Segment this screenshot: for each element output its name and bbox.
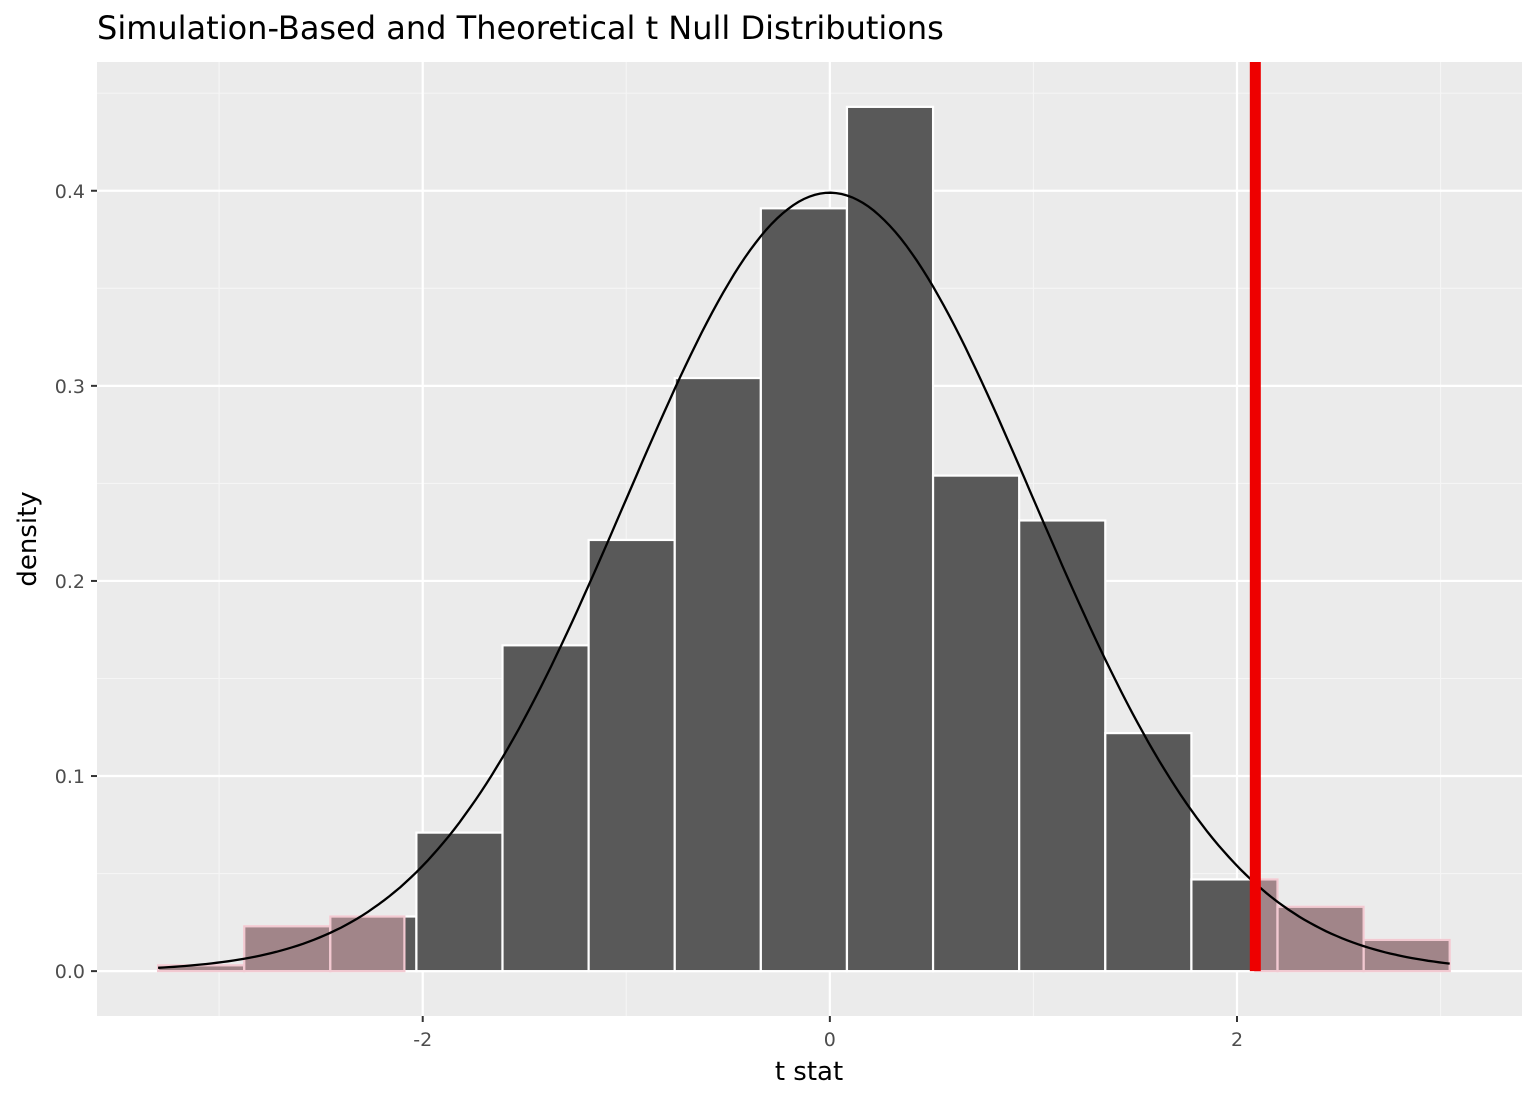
histogram-bar [931, 474, 1021, 973]
theoretical-t-curve [158, 191, 1450, 969]
shaded-bar [329, 915, 406, 973]
y-axis: 0.0 0.1 0.2 0.3 0.4 [55, 181, 97, 983]
histogram-bar [415, 831, 504, 973]
x-axis-title: t stat [775, 1057, 843, 1087]
x-tick-label: 0 [824, 1029, 836, 1051]
histogram-bar [759, 207, 849, 973]
x-axis: -2 0 2 [413, 1016, 1243, 1051]
histogram-bar [673, 376, 762, 973]
shaded-bar [1276, 905, 1365, 973]
shaded-bar [1362, 938, 1451, 973]
histogram-bar [1104, 732, 1193, 973]
histogram-bar [501, 644, 590, 973]
chart-title: Simulation-Based and Theoretical t Null … [97, 9, 944, 47]
y-tick-label: 0.4 [55, 181, 85, 203]
y-axis-title: density [13, 491, 43, 586]
y-tick-label: 0.2 [55, 571, 85, 593]
y-tick-label: 0.0 [55, 961, 85, 983]
x-tick-label: 2 [1231, 1029, 1243, 1051]
x-tick-label: -2 [413, 1029, 432, 1051]
histogram-bar [845, 105, 935, 973]
histogram-bar [1018, 519, 1107, 973]
y-tick-label: 0.1 [55, 766, 85, 788]
y-tick-label: 0.3 [55, 376, 85, 398]
histogram-bar [587, 538, 676, 973]
